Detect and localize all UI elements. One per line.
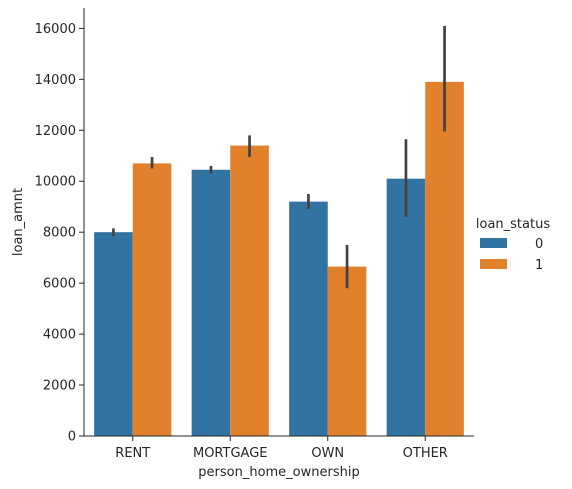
bar-1-own bbox=[327, 266, 367, 436]
bar-0-rent bbox=[94, 232, 133, 436]
bar-0-mortgage bbox=[191, 169, 231, 436]
y-tick-label: 4000 bbox=[43, 328, 76, 343]
y-tick-label: 16000 bbox=[35, 22, 76, 37]
y-axis-label: loan_amnt bbox=[11, 188, 26, 256]
x-tick-label-rent: RENT bbox=[115, 446, 150, 461]
bar-1-other bbox=[425, 81, 464, 436]
legend-title: loan_status bbox=[476, 217, 550, 232]
y-axis: 0 2000 4000 6000 8000 10000 12000 14000 16000 bbox=[35, 8, 85, 445]
y-tick-label: 12000 bbox=[35, 124, 76, 139]
bar-0-own bbox=[289, 201, 328, 436]
legend-entry-1: 1 bbox=[535, 258, 543, 273]
x-tick-label-mortgage: MORTGAGE bbox=[193, 446, 268, 461]
y-tick-label: 2000 bbox=[43, 379, 76, 394]
legend-entry-0: 0 bbox=[535, 237, 543, 252]
x-tick-label-own: OWN bbox=[311, 446, 344, 461]
y-tick-label: 0 bbox=[68, 430, 76, 445]
x-axis: RENT MORTGAGE OWN OTHER bbox=[84, 435, 474, 461]
error-bars-layer bbox=[112, 25, 446, 289]
y-tick-label: 6000 bbox=[43, 277, 76, 292]
legend: loan_status 0 1 bbox=[476, 217, 550, 273]
bar-1-rent bbox=[132, 163, 172, 436]
x-axis-label: person_home_ownership bbox=[198, 465, 359, 480]
x-tick-label-other: OTHER bbox=[403, 446, 448, 461]
y-tick-label: 14000 bbox=[35, 73, 76, 88]
y-tick-label: 8000 bbox=[43, 226, 76, 241]
bar-0-other bbox=[386, 178, 426, 436]
legend-swatch-0 bbox=[480, 238, 507, 248]
legend-swatch-1 bbox=[480, 259, 507, 269]
y-tick-label: 10000 bbox=[35, 175, 76, 190]
bars-layer bbox=[94, 81, 464, 437]
bar-1-mortgage bbox=[230, 145, 269, 437]
